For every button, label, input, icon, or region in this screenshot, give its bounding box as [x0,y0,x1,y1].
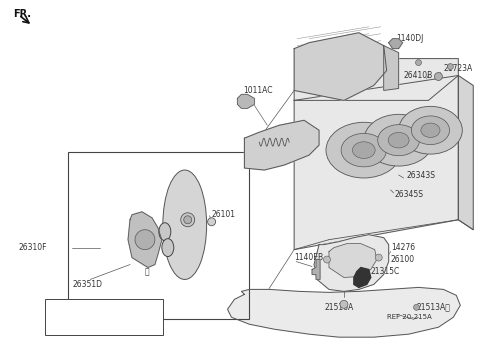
Ellipse shape [208,218,216,226]
Circle shape [414,304,420,310]
Ellipse shape [421,123,440,138]
Ellipse shape [398,106,462,154]
Polygon shape [458,76,473,230]
Text: 1011AC: 1011AC [243,86,273,95]
Polygon shape [354,267,371,287]
Ellipse shape [184,216,192,224]
Ellipse shape [326,122,402,178]
Polygon shape [294,58,458,100]
Polygon shape [128,212,162,267]
Text: ⓑ: ⓑ [144,267,149,276]
Circle shape [434,72,443,81]
Text: 1140EB: 1140EB [294,253,324,262]
Polygon shape [384,46,398,90]
Ellipse shape [341,133,386,167]
Text: 14276: 14276 [392,243,416,252]
Circle shape [306,77,312,84]
Ellipse shape [364,114,433,166]
Polygon shape [389,39,403,49]
Ellipse shape [388,132,409,148]
Circle shape [340,300,348,308]
Text: NOTE: NOTE [49,307,69,313]
Text: 26345S: 26345S [395,190,424,199]
Circle shape [336,65,342,71]
Circle shape [416,60,421,65]
Text: 11403A: 11403A [170,213,199,222]
Text: 26100: 26100 [391,255,415,264]
Text: 26410B: 26410B [404,71,433,80]
Text: 21513Aⓒ: 21513Aⓒ [417,303,450,312]
Text: 1140DJ: 1140DJ [396,34,424,43]
Bar [68,152,250,319]
Text: 26343S: 26343S [407,170,435,180]
Text: 21315C: 21315C [371,267,400,276]
Text: 26351D: 26351D [72,280,102,289]
Bar [46,299,163,335]
Circle shape [375,254,382,261]
Ellipse shape [181,213,195,227]
Text: PNC 26320A : ⓐ—ⓒ: PNC 26320A : ⓐ—ⓒ [49,319,115,326]
Ellipse shape [411,116,450,145]
Ellipse shape [378,125,420,156]
Polygon shape [329,244,377,278]
Polygon shape [294,33,387,100]
Ellipse shape [159,223,171,241]
Circle shape [324,256,330,263]
Polygon shape [238,94,254,108]
Polygon shape [314,235,389,292]
Text: FR.: FR. [12,9,31,19]
Polygon shape [312,260,320,279]
Polygon shape [228,287,460,337]
Circle shape [135,230,155,250]
Ellipse shape [162,239,174,257]
Circle shape [376,61,382,66]
Text: 26310F: 26310F [19,243,47,252]
Circle shape [447,64,453,70]
Text: 26101: 26101 [212,210,236,219]
Text: 21723A: 21723A [444,64,473,73]
Text: ⓐ: ⓐ [172,243,177,252]
Polygon shape [294,76,458,250]
Ellipse shape [163,170,206,279]
Ellipse shape [352,142,375,159]
Text: REF 20-215A: REF 20-215A [387,314,432,320]
Polygon shape [244,120,319,170]
Text: 21516A: 21516A [324,303,354,312]
